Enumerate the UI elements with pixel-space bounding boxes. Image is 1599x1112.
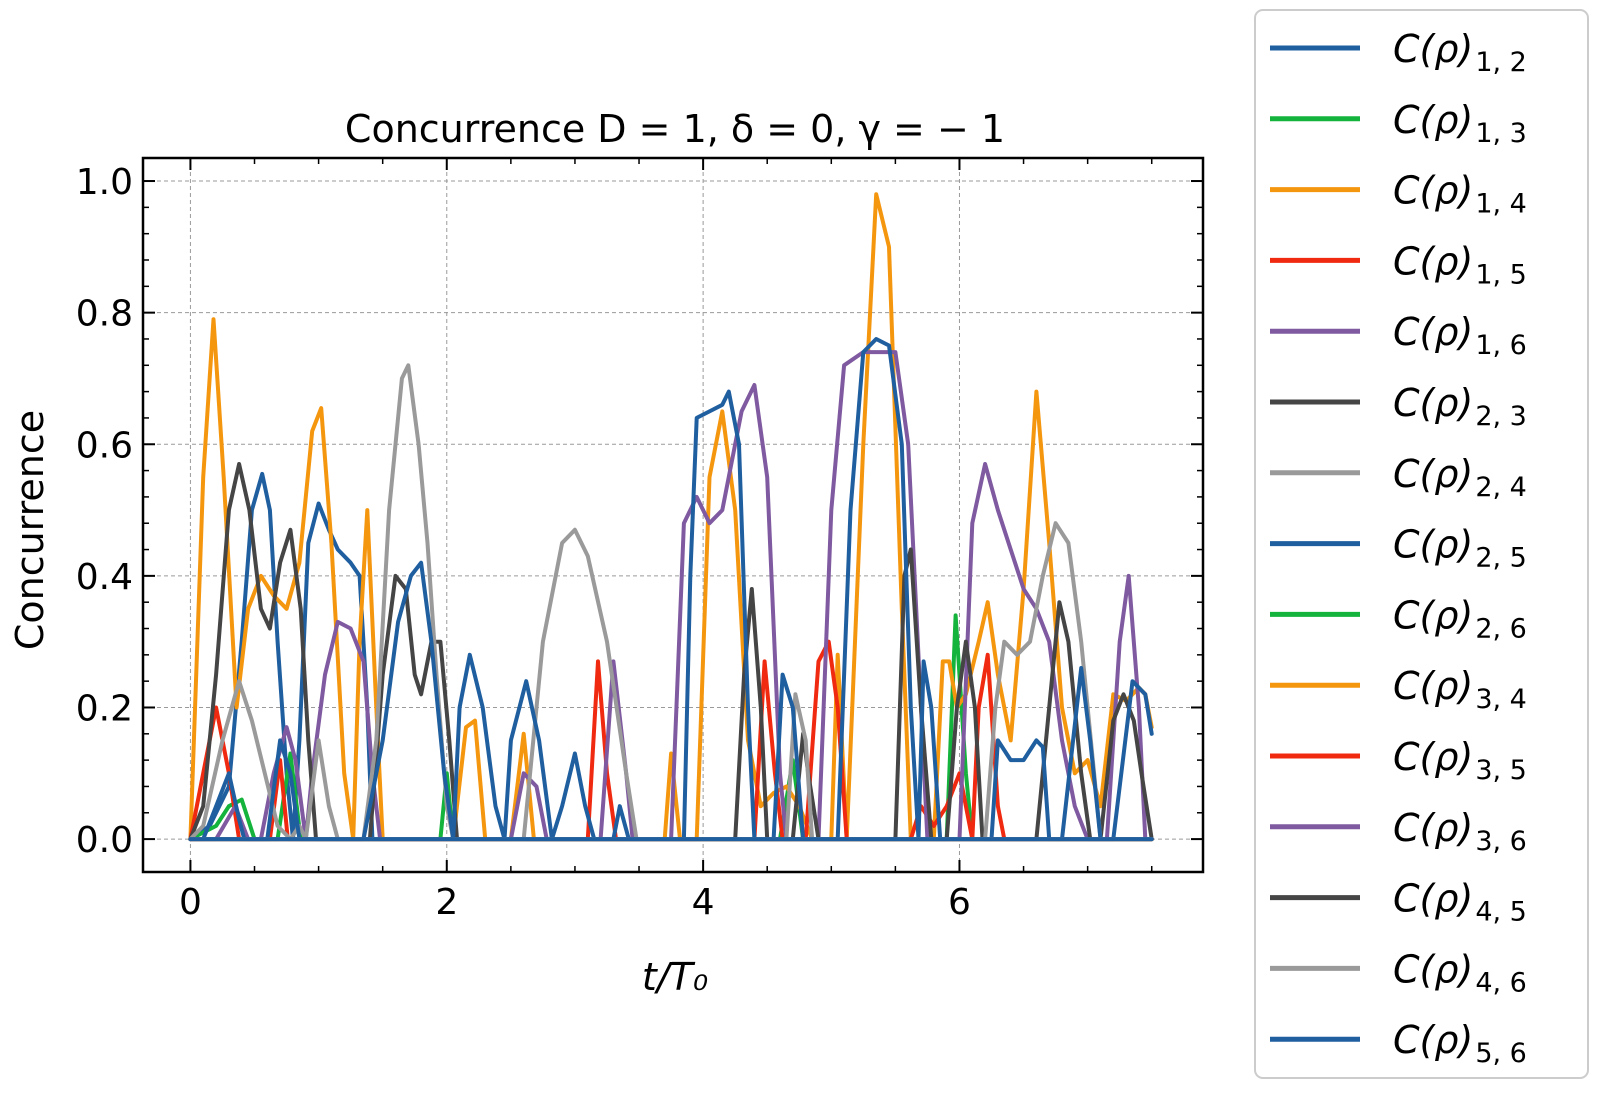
series-line-5 [188,350,1154,842]
y-tick-label: 0.8 [76,294,133,335]
y-tick-label: 0.0 [76,820,133,861]
legend-box [1254,9,1589,1079]
y-axis-label: Concurrence [8,410,52,650]
legend-label: C(ρ)2, 5 [1393,523,1527,574]
x-tick-label: 0 [179,882,202,923]
legend-label: C(ρ)1, 5 [1393,239,1527,290]
series-lines [188,192,1154,842]
x-axis-label: t/T₀ [642,955,708,999]
x-tick-label: 4 [692,882,715,923]
series-line-3 [188,192,1154,842]
legend-label: C(ρ)3, 4 [1393,664,1527,715]
legend-label: C(ρ)1, 4 [1393,169,1527,220]
series-line-6 [188,462,1154,842]
legend-label: C(ρ)1, 6 [1393,310,1527,361]
y-tick-label: 0.4 [76,557,133,598]
legend-label: C(ρ)2, 4 [1393,452,1527,503]
y-tick-label: 0.6 [76,425,133,466]
legend-label: C(ρ)4, 6 [1393,947,1527,998]
legend-label: C(ρ)2, 3 [1393,381,1527,432]
y-tick-label: 0.2 [76,688,133,729]
series-line-2 [188,613,1154,842]
legend-label: C(ρ)1, 3 [1393,98,1527,149]
legend-label: C(ρ)2, 6 [1393,593,1527,644]
series-line-1 [188,471,1154,842]
y-tick-label: 1.0 [76,162,133,203]
legend-label: C(ρ)4, 5 [1393,877,1527,928]
legend-label: C(ρ)3, 6 [1393,806,1527,857]
chart-title: Concurrence D = 1, δ = 0, γ = − 1 [345,107,1005,151]
legend-label: C(ρ)1, 2 [1393,27,1527,78]
legend-label: C(ρ)5, 6 [1393,1018,1527,1069]
legend-label: C(ρ)3, 5 [1393,735,1527,786]
axes: 0 2 4 6 0.0 0.2 0.4 0.6 0.8 1.0 [76,156,1205,923]
legend: C(ρ)1, 2 C(ρ)1, 3 C(ρ)1, 4 C(ρ)1, 5 C(ρ)1, 6… [1254,9,1589,1079]
series-line-8 [188,337,1154,842]
plot-frame [141,156,1205,874]
x-tick-label: 6 [948,882,971,923]
x-tick-label: 2 [435,882,458,923]
